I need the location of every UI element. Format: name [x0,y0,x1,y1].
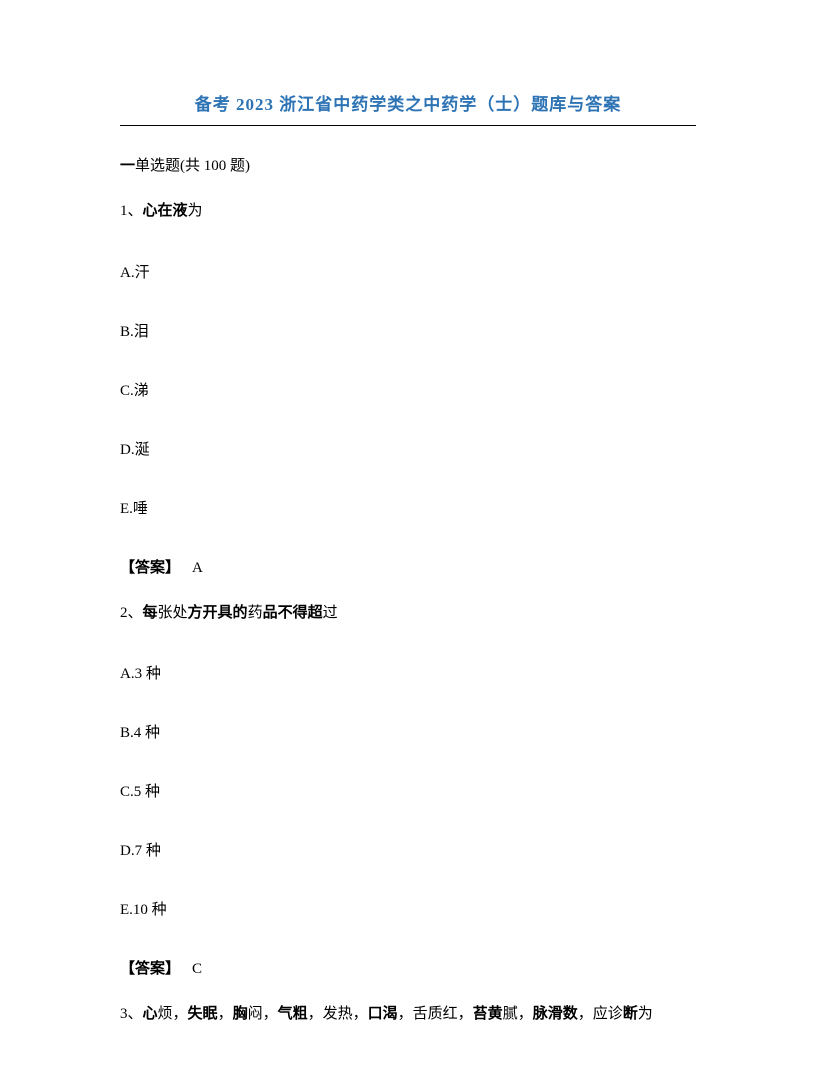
question-number: 2、 [120,605,143,621]
option-c: C.5 种 [120,780,696,801]
section-prefix: 一 [120,158,135,174]
answer-value: A [192,560,203,576]
question-text-part: 过 [323,605,338,621]
question-text-part: ，发热， [308,1006,368,1022]
answer-label: 【答案】 [120,560,180,576]
question-text-part: 失眠 [188,1006,218,1022]
answer-2: 【答案】 C [120,957,696,978]
option-b: B.泪 [120,320,696,341]
answer-1: 【答案】 A [120,556,696,577]
question-text-part: 方开具的 [188,605,248,621]
question-text-part: 气粗 [278,1006,308,1022]
question-text-part: 脉滑数 [533,1006,578,1022]
question-text-part: 张处 [158,605,188,621]
option-e: E.10 种 [120,898,696,919]
question-3: 3、心烦，失眠，胸闷，气粗，发热，口渴，舌质红，苔黄腻，脉滑数，应诊断为 [120,1003,696,1026]
option-b: B.4 种 [120,721,696,742]
question-text-part: 苔黄 [473,1006,503,1022]
answer-label: 【答案】 [120,961,180,977]
question-text-part: ， [218,1006,233,1022]
question-text-part: 药 [248,605,263,621]
question-text-part: ，应诊 [578,1006,623,1022]
question-text-part: ，舌质红， [398,1006,473,1022]
question-text-part: 为 [188,203,203,219]
option-d: D.涎 [120,438,696,459]
option-c: C.涕 [120,379,696,400]
question-1: 1、心在液为 [120,200,696,223]
question-text-part: 胸 [233,1006,248,1022]
page-title: 备考 2023 浙江省中药学类之中药学（士）题库与答案 [120,90,696,115]
question-text-part: 心 [143,1006,158,1022]
option-a: A.3 种 [120,662,696,683]
question-number: 1、 [120,203,143,219]
title-underline [120,125,696,126]
question-number: 3、 [120,1006,143,1022]
question-text-part: 烦， [158,1006,188,1022]
question-text-part: 每 [143,605,158,621]
question-text-part: 为 [638,1006,653,1022]
question-text-part: 品不得超 [263,605,323,621]
section-header: 一单选题(共 100 题) [120,154,696,175]
section-middle: 单选题(共 100 [135,158,230,174]
option-e: E.唾 [120,497,696,518]
answer-value: C [192,961,202,977]
option-d: D.7 种 [120,839,696,860]
option-a: A.汗 [120,261,696,282]
question-text: 心在液 [143,203,188,219]
question-text-part: 口渴 [368,1006,398,1022]
question-2: 2、每张处方开具的药品不得超过 [120,602,696,625]
section-suffix: 题) [230,158,250,174]
question-text-part: 闷， [248,1006,278,1022]
question-text-part: 腻， [503,1006,533,1022]
question-text-part: 断 [623,1006,638,1022]
